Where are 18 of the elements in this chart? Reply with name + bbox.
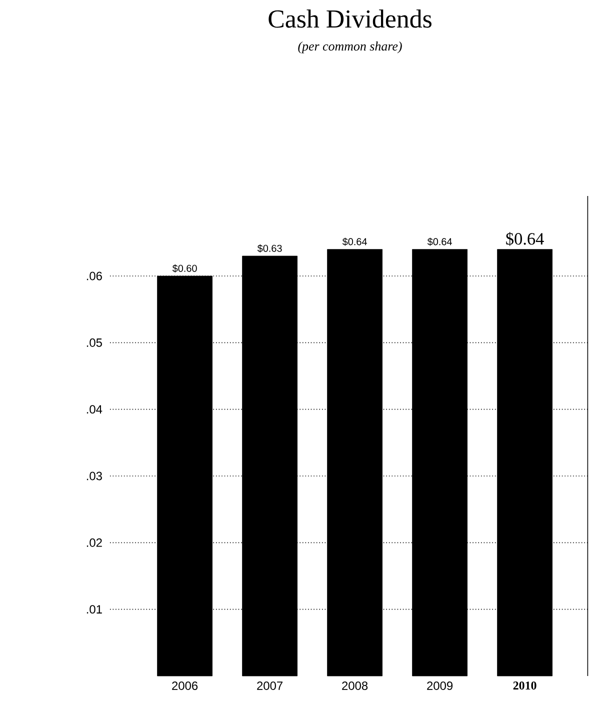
y-tick-label: .02 (86, 538, 102, 547)
chart-title: Cash Dividends (268, 10, 432, 28)
annotation: $0.63 (257, 244, 282, 252)
y-tick-label: .03 (86, 472, 102, 480)
annotation: $0.60 (172, 264, 197, 272)
chart-subtitle: (per common share) (298, 42, 402, 54)
x-tick-label: 2009 (427, 682, 453, 690)
x-tick-label: 2008 (342, 682, 368, 690)
y-tick-label: .01 (86, 605, 102, 614)
x-tick-label: 2007 (257, 682, 282, 690)
x-tick-label: 2006 (172, 682, 198, 690)
annotation: $0.64 (506, 232, 544, 246)
x-tick-label: 2010 (513, 682, 536, 690)
y-tick-label: .04 (86, 405, 102, 414)
y-tick-label: .05 (86, 338, 102, 347)
annotation: $0.64 (427, 238, 452, 246)
y-tick-label: .06 (86, 272, 102, 280)
annotation: $0.64 (342, 238, 367, 246)
